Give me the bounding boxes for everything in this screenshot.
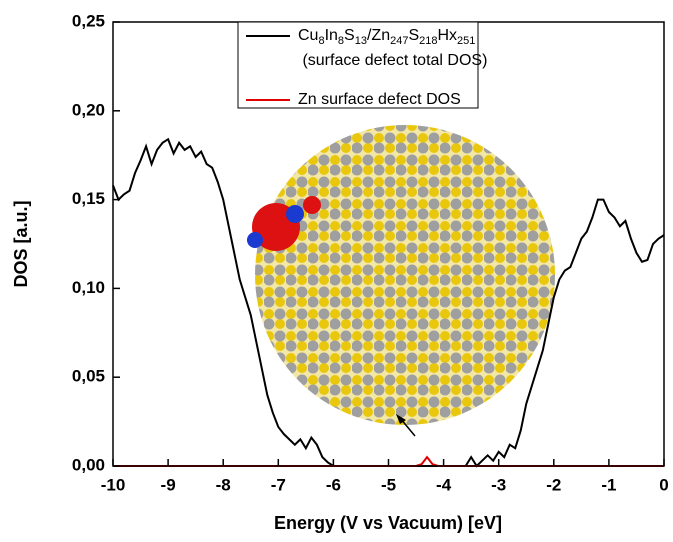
x-tick-label: -1 (601, 475, 616, 494)
x-tick-label: -10 (101, 475, 126, 494)
x-tick-label: -8 (216, 475, 231, 494)
y-tick-label: 0,05 (72, 367, 105, 386)
chart: Energy (V vs Vacuum) [eV] DOS [a.u.] 0,0… (0, 0, 673, 542)
x-tick-label: -5 (381, 475, 396, 494)
y-tick-label: 0,20 (72, 100, 105, 119)
inset-image (247, 125, 555, 436)
x-tick-label: -7 (271, 475, 286, 494)
x-tick-label: -6 (326, 475, 341, 494)
y-tick-label: 0,25 (72, 11, 105, 30)
x-tick-label: 0 (659, 475, 668, 494)
y-axis-title: DOS [a.u.] (11, 200, 31, 287)
x-axis-title: Energy (V vs Vacuum) [eV] (274, 513, 502, 533)
x-tick-label: -3 (491, 475, 506, 494)
y-tick-label: 0,00 (72, 455, 105, 474)
x-tick-label: -4 (436, 475, 452, 494)
y-tick-label: 0,15 (72, 189, 105, 208)
y-tick-label: 0,10 (72, 278, 105, 297)
legend-label: Zn surface defect DOS (298, 91, 461, 108)
x-tick-label: -9 (161, 475, 176, 494)
x-tick-label: -2 (546, 475, 561, 494)
